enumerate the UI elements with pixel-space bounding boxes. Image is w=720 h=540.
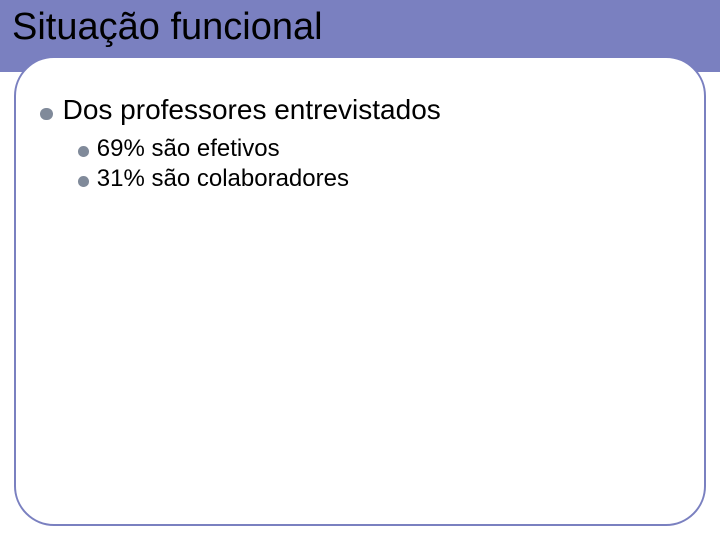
bullet-lvl1: Dos professores entrevistados — [40, 94, 680, 126]
slide-body: Dos professores entrevistados 69% são ef… — [40, 94, 680, 194]
disc-bullet-icon — [78, 176, 89, 187]
bullet-lvl2-group: 69% são efetivos 31% são colaboradores — [78, 134, 680, 194]
slide-title: Situação funcional — [12, 6, 323, 49]
bullet-lvl2: 69% são efetivos — [78, 134, 680, 164]
disc-bullet-icon — [78, 146, 89, 157]
bullet-lvl2-text: 69% são efetivos — [97, 134, 280, 164]
bullet-lvl2-text: 31% são colaboradores — [97, 164, 349, 194]
bullet-lvl2: 31% são colaboradores — [78, 164, 680, 194]
disc-bullet-icon — [40, 108, 53, 121]
bullet-lvl1-text: Dos professores entrevistados — [63, 94, 441, 126]
slide: Situação funcional Dos professores entre… — [0, 0, 720, 540]
